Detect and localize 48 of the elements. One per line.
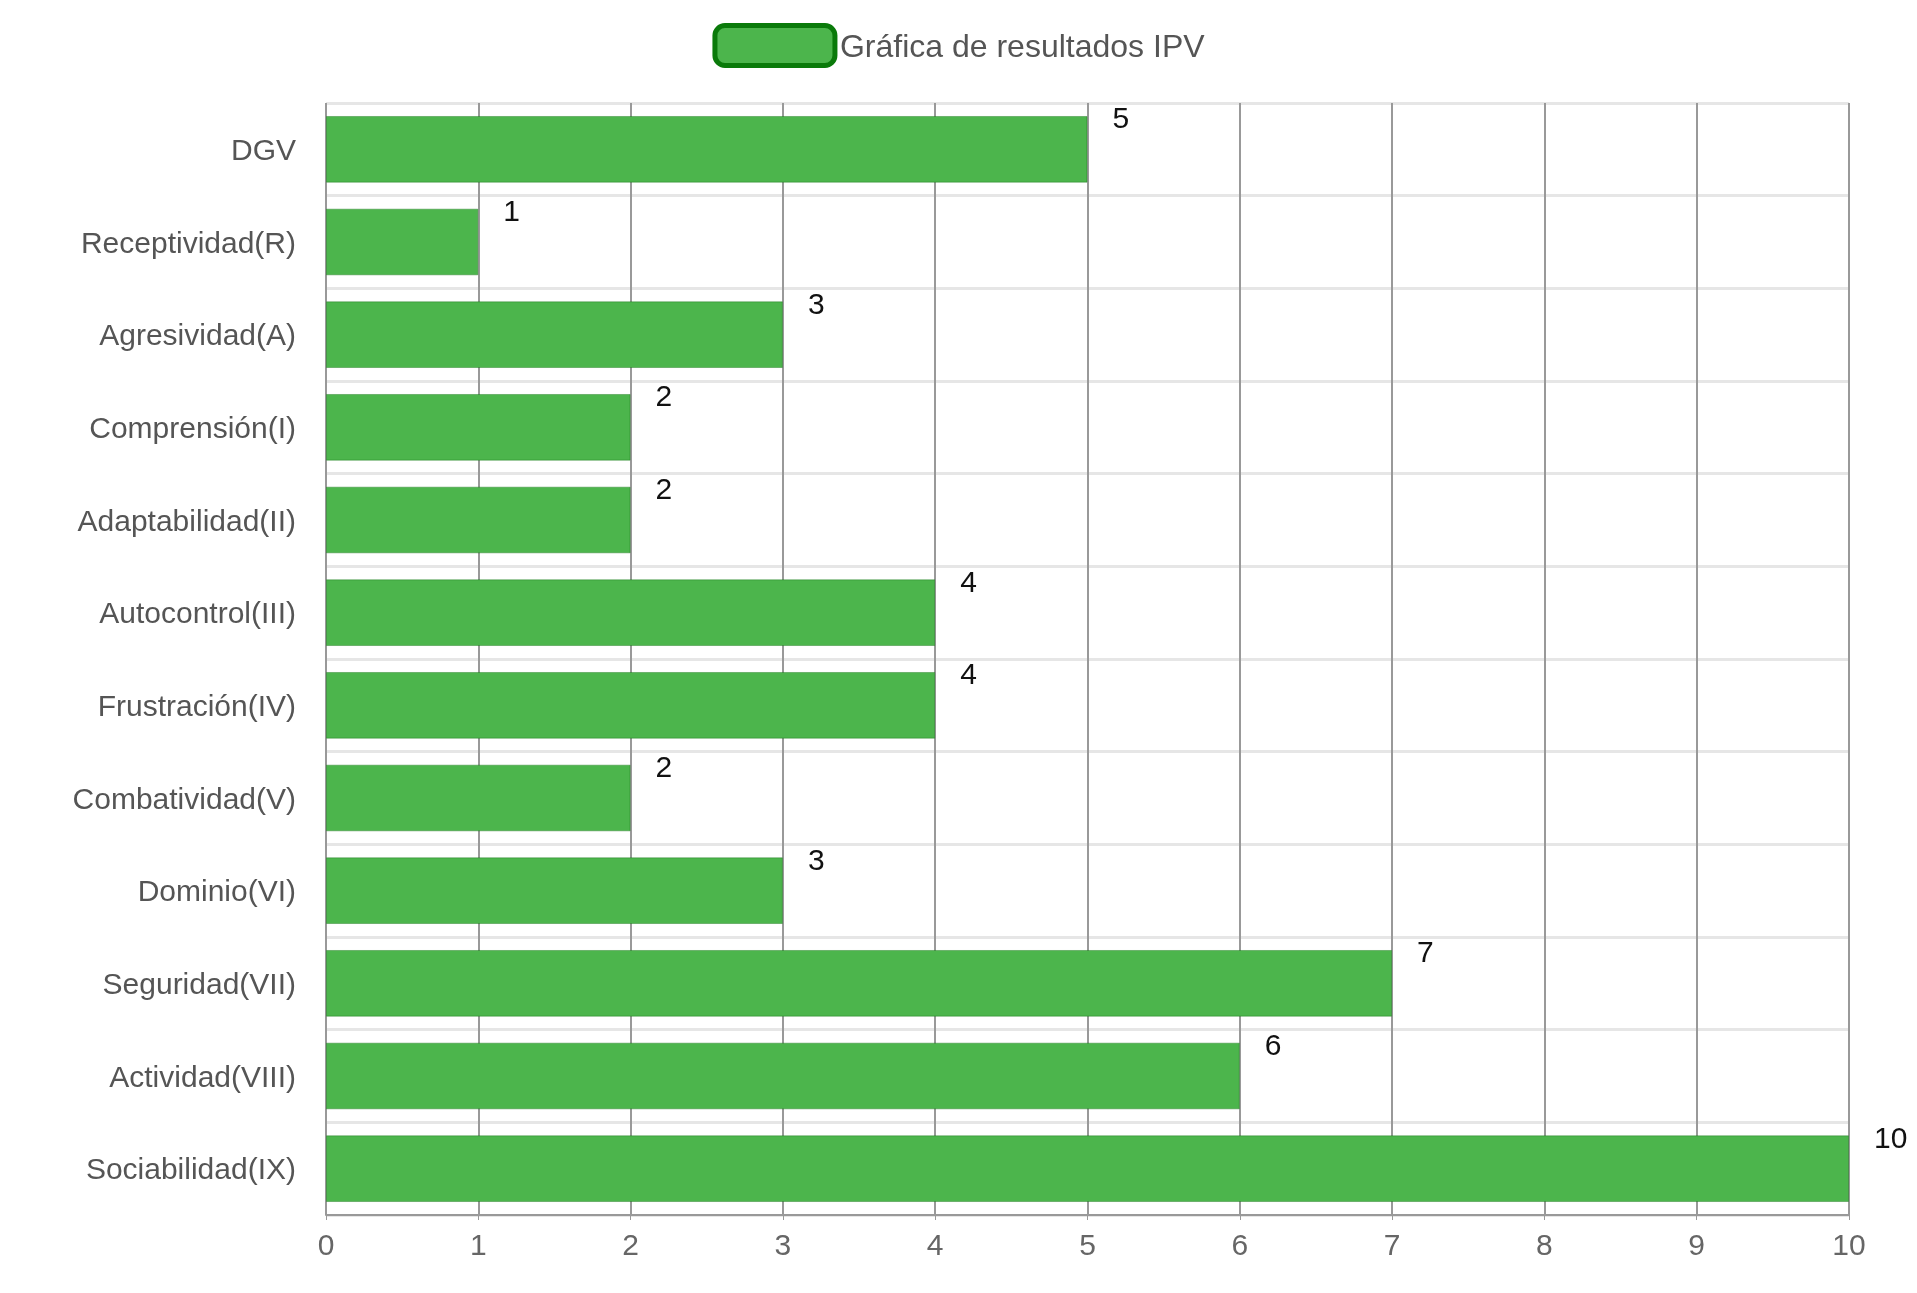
bar [326, 1135, 1849, 1203]
x-tick-label: 7 [1383, 1227, 1401, 1261]
data-label: 1 [503, 194, 520, 228]
data-label: 7 [1417, 935, 1434, 969]
bar [326, 671, 936, 739]
data-label: 2 [655, 472, 673, 506]
x-tick-label: 1 [469, 1227, 487, 1261]
x-tick-label: 9 [1688, 1227, 1706, 1261]
y-tick-label: Dominio(VI) [137, 874, 296, 908]
y-tick-label: Comprensión(I) [89, 410, 296, 444]
data-label: 3 [807, 286, 825, 320]
x-tick-label: 8 [1536, 1227, 1553, 1261]
y-tick-label: Adaptabilidad(II) [77, 503, 296, 537]
data-label: 3 [807, 842, 825, 876]
y-tick-label: Autocontrol(III) [99, 596, 296, 630]
x-tick-label: 10 [1832, 1227, 1866, 1261]
x-tick-label: 0 [317, 1227, 335, 1261]
bar [326, 486, 631, 554]
bar [326, 764, 631, 832]
x-tick-label: 5 [1079, 1227, 1096, 1261]
bar [326, 208, 479, 276]
bar [326, 301, 783, 369]
x-tick-label: 6 [1231, 1227, 1249, 1261]
x-tick-label: 2 [622, 1227, 639, 1261]
bar [326, 393, 631, 461]
legend-label: Gráfica de resultados IPV [839, 27, 1206, 64]
bar [326, 579, 936, 647]
y-tick-label: Receptividad(R) [80, 225, 296, 259]
y-tick-label: Actividad(VIII) [109, 1059, 296, 1093]
data-label: 5 [1112, 101, 1130, 135]
x-tick-label: 4 [926, 1227, 944, 1261]
bar [326, 949, 1393, 1017]
data-label: 10 [1874, 1120, 1908, 1154]
y-tick-label: Seguridad(VII) [102, 966, 296, 1000]
x-tick-label: 3 [774, 1227, 792, 1261]
data-label: 2 [655, 379, 673, 413]
y-tick-label: Combatividad(V) [72, 781, 296, 815]
bar [326, 1042, 1240, 1110]
bar [326, 857, 783, 925]
data-label: 4 [960, 564, 977, 598]
data-label: 6 [1264, 1028, 1282, 1062]
y-tick-label: DGV [230, 132, 296, 166]
y-tick-label: Frustración(IV) [97, 688, 296, 722]
bar [326, 115, 1088, 183]
y-tick-label: Agresividad(A) [99, 318, 296, 352]
data-label: 2 [655, 750, 673, 784]
y-tick-label: Sociabilidad(IX) [85, 1152, 296, 1186]
data-label: 4 [960, 657, 977, 691]
